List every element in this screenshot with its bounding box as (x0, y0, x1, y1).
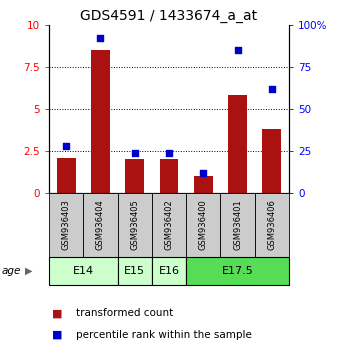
Text: GSM936404: GSM936404 (96, 199, 105, 250)
Text: GDS4591 / 1433674_a_at: GDS4591 / 1433674_a_at (80, 9, 258, 23)
Text: E15: E15 (124, 266, 145, 276)
Bar (262, 129, 281, 193)
Point (64, 143, 69, 149)
Text: transformed count: transformed count (76, 308, 173, 318)
Bar (220, 193, 255, 257)
Bar (194, 176, 213, 193)
Point (200, 170, 206, 176)
Text: percentile rank within the sample: percentile rank within the sample (76, 330, 252, 339)
Text: GSM936406: GSM936406 (267, 199, 276, 250)
Point (98, 35, 103, 41)
Point (132, 150, 138, 155)
Text: ■: ■ (52, 330, 63, 339)
Bar (91, 50, 110, 193)
Bar (49, 193, 83, 257)
Text: E17.5: E17.5 (222, 266, 254, 276)
Text: ■: ■ (52, 308, 63, 318)
Point (235, 47, 240, 53)
Bar (160, 159, 178, 193)
Bar (118, 257, 152, 285)
Bar (118, 193, 152, 257)
Point (166, 150, 172, 155)
Bar (255, 193, 289, 257)
Text: GSM936402: GSM936402 (165, 199, 173, 250)
Text: GSM936403: GSM936403 (62, 199, 71, 250)
Bar (186, 257, 289, 285)
Bar (49, 257, 118, 285)
Text: ▶: ▶ (25, 266, 32, 276)
Bar (186, 193, 220, 257)
Text: age: age (2, 266, 21, 276)
Point (269, 86, 274, 91)
Bar (152, 257, 186, 285)
Bar (152, 193, 186, 257)
Bar (125, 159, 144, 193)
Bar (57, 158, 76, 193)
Text: E14: E14 (73, 266, 94, 276)
Text: GSM936405: GSM936405 (130, 199, 139, 250)
Text: GSM936401: GSM936401 (233, 199, 242, 250)
Bar (83, 193, 118, 257)
Text: E16: E16 (159, 266, 179, 276)
Text: GSM936400: GSM936400 (199, 199, 208, 250)
Bar (228, 95, 247, 193)
